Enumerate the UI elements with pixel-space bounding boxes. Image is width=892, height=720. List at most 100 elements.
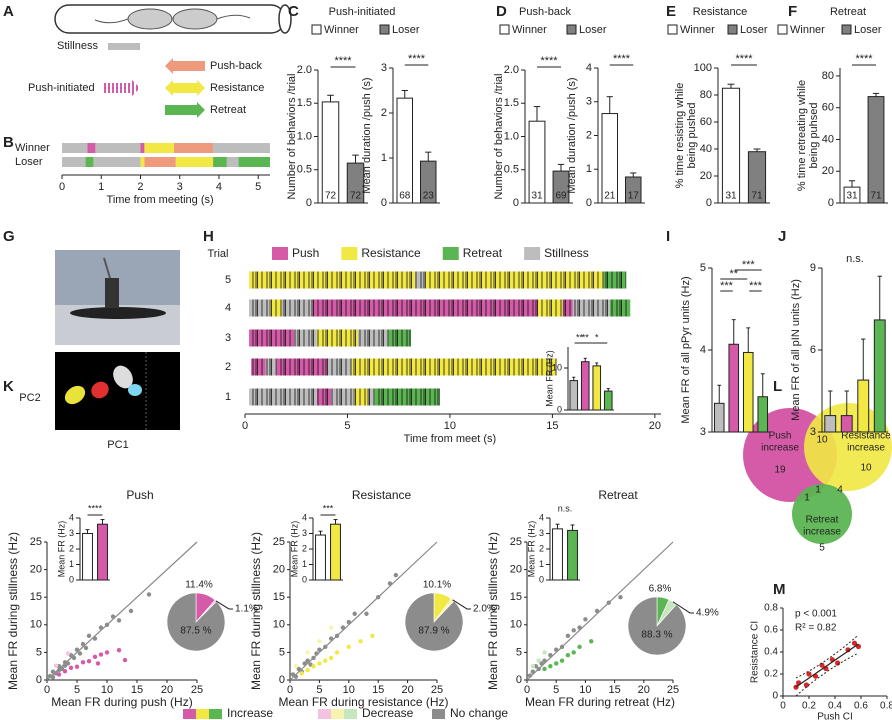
y-tick-label: 5 [36, 646, 42, 658]
legend-label: No change [450, 706, 508, 720]
n-label: 71 [751, 191, 763, 202]
y-tick-label: 2 [302, 543, 307, 553]
y-tick-label: 0 [302, 574, 307, 584]
data-point [328, 655, 334, 661]
n-label: 31 [725, 191, 737, 202]
y-tick-label: 80 [700, 89, 712, 101]
data-point [370, 633, 375, 639]
bar [580, 361, 590, 411]
y-tick-label: 3 [586, 96, 592, 108]
data-point [116, 618, 122, 623]
data-point [80, 641, 86, 647]
pie-slice [627, 596, 687, 656]
x-tick-label: 15 [608, 684, 620, 696]
y-tick-label: 0.6 [764, 625, 778, 636]
spike-raster [251, 358, 266, 376]
y-tick-label: 10 [273, 619, 285, 631]
data-point [95, 661, 101, 666]
y-tick-label: 4 [700, 344, 706, 356]
data-point [328, 636, 334, 641]
legend-label: Winner [680, 24, 715, 36]
data-point [50, 675, 56, 680]
spike-raster [351, 358, 557, 376]
legend-swatch [442, 247, 459, 260]
bar [97, 523, 108, 581]
data-point [346, 644, 351, 650]
y-tick-label: 2 [539, 543, 544, 553]
behavior-segment [213, 157, 227, 167]
data-point [305, 667, 310, 673]
axis-label: Push CI [817, 712, 853, 720]
y-tick-label: 2.0 [504, 64, 519, 76]
significance: * [595, 332, 599, 342]
x-tick-label: 5 [255, 181, 261, 193]
significance: *** [749, 280, 763, 292]
bar [857, 379, 870, 433]
legend-label: Winner [790, 24, 825, 36]
x-tick-label: 25 [191, 684, 203, 696]
data-point [293, 664, 299, 669]
n-label: 72 [325, 191, 337, 202]
data-point [393, 572, 399, 578]
y-tick-label: 1 [69, 559, 74, 569]
x-tick-label: 0 [524, 684, 530, 696]
pie-label: 6.8% [649, 584, 672, 595]
pie-label: 11.4% [185, 580, 213, 591]
legend-swatch [341, 247, 358, 260]
legend-swatch [379, 24, 390, 35]
x-tick-label: 5 [344, 420, 350, 432]
n-label: 23 [423, 191, 435, 202]
axis-label: Mean duration /push (s) [361, 77, 373, 193]
data-point [302, 661, 307, 666]
legend-swatch [667, 24, 678, 35]
data-point [86, 633, 92, 639]
spike-raster [294, 329, 317, 347]
spike-raster [275, 358, 327, 376]
photo [55, 250, 180, 345]
y-tick-label: 1.5 [297, 97, 312, 109]
legend-swatch [318, 709, 331, 719]
y-tick-label: 0 [706, 197, 712, 209]
bar [567, 529, 578, 581]
axis-label: PC2 [19, 392, 40, 404]
data-point [128, 608, 134, 614]
y-tick-label: 0 [381, 197, 387, 209]
y-tick-label: 3 [381, 62, 387, 74]
spike-raster [353, 388, 368, 406]
data-point [65, 651, 71, 656]
row-label: Winner [15, 142, 50, 154]
panel-title: Resistance [693, 6, 747, 18]
data-point [577, 625, 582, 630]
data-point [559, 644, 565, 650]
y-tick-label: 0 [539, 574, 544, 584]
bar [601, 113, 619, 204]
resistance-arrow [165, 80, 205, 96]
pie-label: 4.9% [696, 608, 719, 619]
data-point [122, 657, 128, 663]
behavior-segment [95, 143, 141, 153]
bar [742, 351, 754, 433]
y-tick-label: 6 [810, 344, 816, 356]
data-point [116, 647, 122, 653]
chart-title: Retreat [598, 488, 638, 502]
spike-raster [374, 388, 440, 406]
y-tick-label: 1 [302, 559, 307, 569]
behavior-label: Push-back [210, 60, 262, 72]
axis-label: Mean FR during stillness (Hz) [6, 532, 20, 690]
y-tick-label: 4 [539, 512, 544, 522]
y-tick-label: 2.0 [297, 64, 312, 76]
axis-label: Mean duration /push (s) [566, 77, 578, 193]
panel-letter: I [666, 228, 670, 245]
confidence-band [795, 652, 859, 697]
y-tick-label: 0.8 [764, 603, 778, 614]
data-point [548, 652, 553, 658]
axis-label: Mean FR (Hz) [289, 521, 299, 578]
confidence-band [795, 634, 859, 679]
panel-title: Push-initiated [329, 6, 396, 18]
row-label: 1 [225, 391, 231, 403]
panel-letter: D [496, 3, 507, 20]
behavior-label: Resistance [210, 82, 264, 94]
x-tick-label: 25 [667, 684, 679, 696]
spike-raster [312, 299, 539, 317]
data-point [317, 661, 322, 666]
